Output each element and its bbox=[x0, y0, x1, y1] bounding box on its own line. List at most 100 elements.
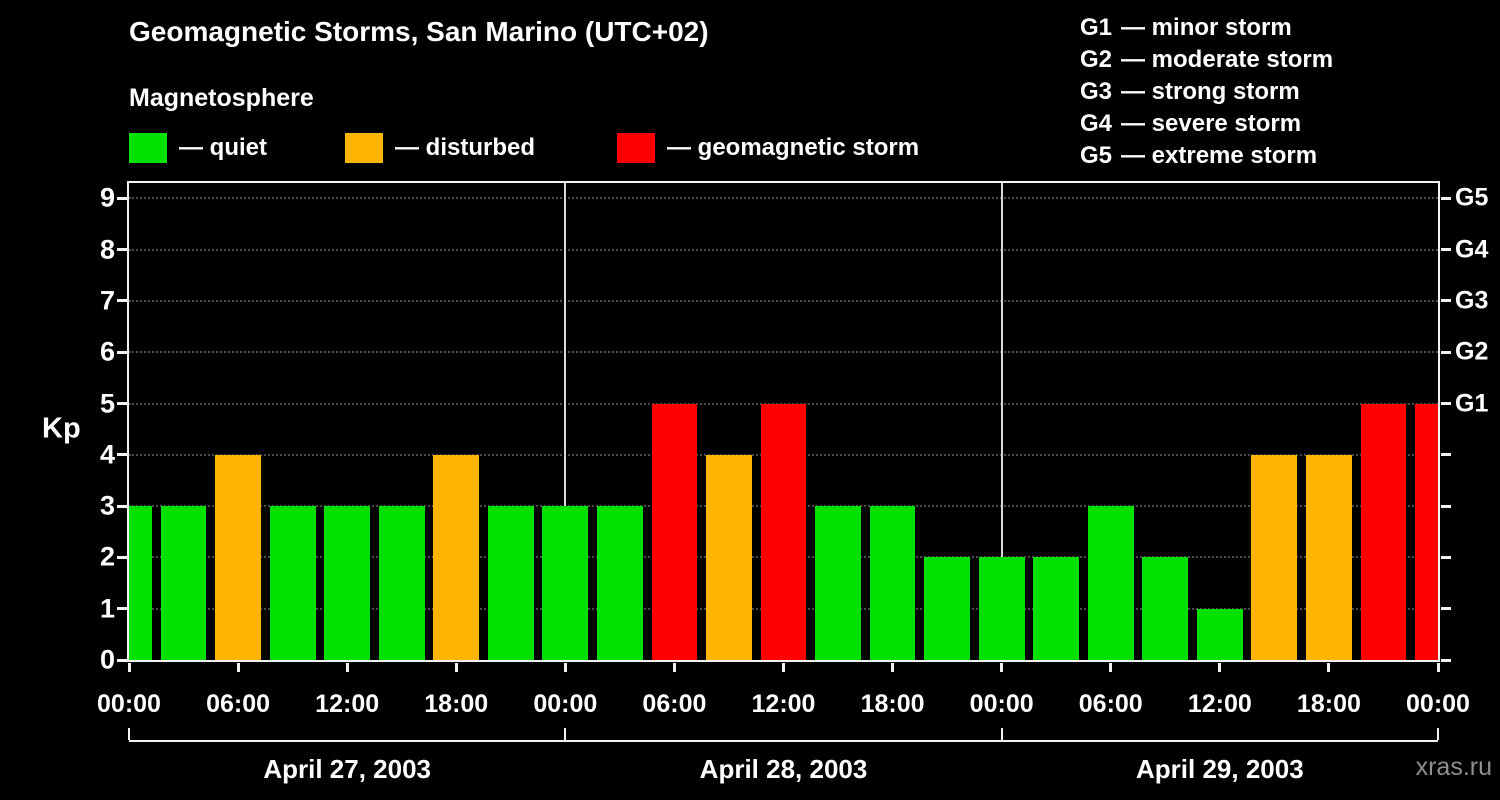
kp-bar bbox=[1360, 403, 1407, 660]
storm-scale-item-g1: G1 — minor storm bbox=[1080, 12, 1333, 44]
kp-bar bbox=[1415, 403, 1438, 660]
kp-bar bbox=[651, 403, 698, 660]
y-axis-title: Kp bbox=[42, 412, 81, 445]
kp-bar bbox=[1251, 454, 1298, 660]
legend-item-disturbed: — disturbed bbox=[345, 133, 535, 163]
y-axis-tick bbox=[117, 196, 127, 200]
legend-label-storm: — geomagnetic storm bbox=[667, 134, 920, 161]
kp-bar bbox=[129, 506, 152, 660]
y-axis-tick bbox=[117, 555, 127, 559]
chart-subtitle: Magnetosphere bbox=[129, 84, 314, 112]
legend-label-quiet: — quiet bbox=[179, 134, 267, 161]
time-tick bbox=[1436, 663, 1440, 672]
plot-area bbox=[127, 181, 1440, 662]
time-tick bbox=[345, 663, 349, 672]
storm-scale-label: — severe storm bbox=[1121, 110, 1302, 137]
time-tick bbox=[1000, 663, 1004, 672]
time-tick bbox=[1109, 663, 1113, 672]
y-axis-tick-label: 9 bbox=[99, 182, 115, 213]
time-tick bbox=[127, 663, 131, 672]
time-tick-label: 18:00 bbox=[1296, 690, 1361, 718]
storm-scale-legend: G1 — minor storm G2 — moderate storm G3 … bbox=[1080, 12, 1333, 172]
y-axis-tick-label: 3 bbox=[99, 490, 115, 521]
time-tick bbox=[672, 663, 676, 672]
kp-bar bbox=[1196, 608, 1243, 660]
storm-scale-label: — extreme storm bbox=[1121, 142, 1318, 169]
y-axis-tick-label: 6 bbox=[99, 336, 115, 367]
time-tick-label: 18:00 bbox=[860, 690, 925, 718]
kp-bar bbox=[1306, 454, 1352, 660]
time-tick bbox=[891, 663, 895, 672]
kp-gridline bbox=[129, 299, 1438, 302]
time-tick-label: 00:00 bbox=[1406, 690, 1470, 718]
right-axis-tick bbox=[1441, 504, 1451, 508]
kp-bar bbox=[815, 506, 861, 660]
time-tick-label: 12:00 bbox=[1187, 690, 1252, 718]
kp-gridline bbox=[129, 248, 1438, 251]
g-scale-tick-label: G5 bbox=[1455, 183, 1489, 212]
g-scale-tick-label: G1 bbox=[1455, 389, 1489, 418]
time-tick bbox=[782, 663, 785, 672]
right-axis-tick bbox=[1441, 402, 1451, 406]
date-label: April 28, 2003 bbox=[699, 754, 868, 784]
time-tick-label: 06:00 bbox=[642, 690, 707, 718]
time-tick-label: 00:00 bbox=[969, 690, 1034, 718]
storm-scale-item-g4: G4 — severe storm bbox=[1080, 108, 1333, 140]
right-axis-tick bbox=[1441, 453, 1451, 457]
g-scale-tick-label: G4 bbox=[1455, 235, 1489, 264]
kp-bar bbox=[215, 454, 261, 660]
legend-item-quiet: — quiet bbox=[129, 133, 267, 163]
time-tick-label: 00:00 bbox=[533, 690, 598, 718]
y-axis-tick bbox=[117, 248, 127, 252]
kp-bar bbox=[596, 506, 643, 660]
watermark: xras.ru bbox=[1415, 753, 1492, 781]
right-axis-tick bbox=[1441, 248, 1451, 252]
time-tick bbox=[563, 663, 567, 672]
time-tick-label: 06:00 bbox=[1078, 690, 1143, 718]
g-scale-tick-label: G2 bbox=[1455, 337, 1489, 366]
kp-bar bbox=[487, 506, 534, 660]
kp-gridline bbox=[129, 197, 1438, 200]
time-tick-label: 00:00 bbox=[97, 690, 161, 718]
y-axis-tick bbox=[117, 658, 127, 662]
disturbed-color-swatch bbox=[345, 133, 383, 163]
right-axis-tick bbox=[1441, 196, 1451, 200]
y-axis-tick bbox=[117, 504, 127, 508]
y-axis-tick bbox=[117, 402, 127, 406]
day-separator-line bbox=[1000, 183, 1003, 660]
legend-label-disturbed: — disturbed bbox=[395, 134, 536, 161]
time-tick bbox=[1218, 663, 1222, 672]
date-axis-tick bbox=[128, 728, 130, 740]
time-tick-label: 18:00 bbox=[424, 690, 489, 718]
storm-scale-item-g3: G3 — strong storm bbox=[1080, 76, 1333, 108]
date-axis-tick bbox=[1000, 728, 1003, 740]
storm-scale-label: — minor storm bbox=[1121, 14, 1292, 41]
time-tick-label: 12:00 bbox=[751, 690, 816, 718]
kp-bar bbox=[160, 506, 207, 660]
right-axis-tick bbox=[1441, 555, 1451, 559]
kp-bar bbox=[760, 403, 807, 660]
storm-scale-code: G3 bbox=[1080, 78, 1113, 105]
storm-scale-code: G5 bbox=[1080, 142, 1113, 169]
kp-bar bbox=[1087, 506, 1134, 660]
kp-bar bbox=[542, 506, 589, 660]
y-axis-tick bbox=[117, 607, 127, 611]
storm-scale-item-g2: G2 — moderate storm bbox=[1080, 44, 1333, 76]
kp-bar bbox=[869, 506, 916, 660]
storm-scale-code: G2 bbox=[1080, 46, 1113, 73]
time-tick bbox=[236, 663, 240, 672]
right-axis-tick bbox=[1441, 299, 1451, 303]
y-axis-tick bbox=[117, 299, 127, 303]
kp-bar bbox=[924, 557, 971, 660]
kp-bar bbox=[1142, 557, 1189, 660]
storm-color-swatch bbox=[617, 133, 655, 163]
date-label: April 27, 2003 bbox=[263, 754, 431, 784]
storm-scale-label: — moderate storm bbox=[1121, 46, 1334, 73]
storm-scale-code: G4 bbox=[1080, 110, 1113, 137]
storm-scale-label: — strong storm bbox=[1121, 78, 1300, 105]
kp-bar bbox=[378, 506, 425, 660]
time-tick-label: 06:00 bbox=[206, 690, 271, 718]
date-axis-line bbox=[129, 740, 1438, 742]
time-tick bbox=[454, 663, 458, 672]
